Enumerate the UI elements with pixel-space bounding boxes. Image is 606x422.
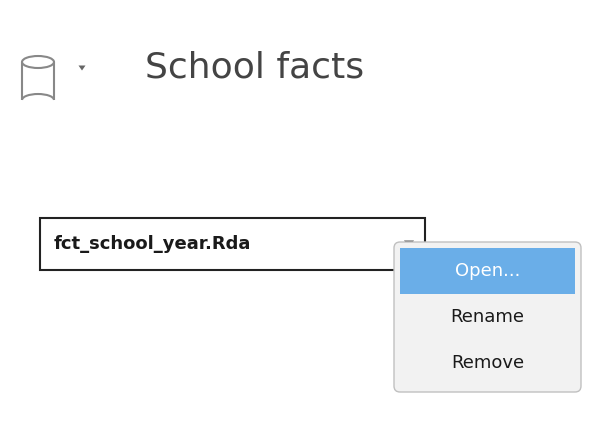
FancyBboxPatch shape [394, 242, 581, 392]
Polygon shape [79, 65, 85, 70]
Text: fct_school_year.Rda: fct_school_year.Rda [54, 235, 251, 253]
Text: Rename: Rename [450, 308, 525, 326]
Text: School facts: School facts [145, 51, 364, 85]
Polygon shape [404, 241, 414, 247]
FancyBboxPatch shape [400, 248, 575, 294]
FancyBboxPatch shape [404, 252, 579, 390]
Text: Open...: Open... [455, 262, 520, 280]
Text: Remove: Remove [451, 354, 524, 372]
FancyBboxPatch shape [40, 218, 425, 270]
